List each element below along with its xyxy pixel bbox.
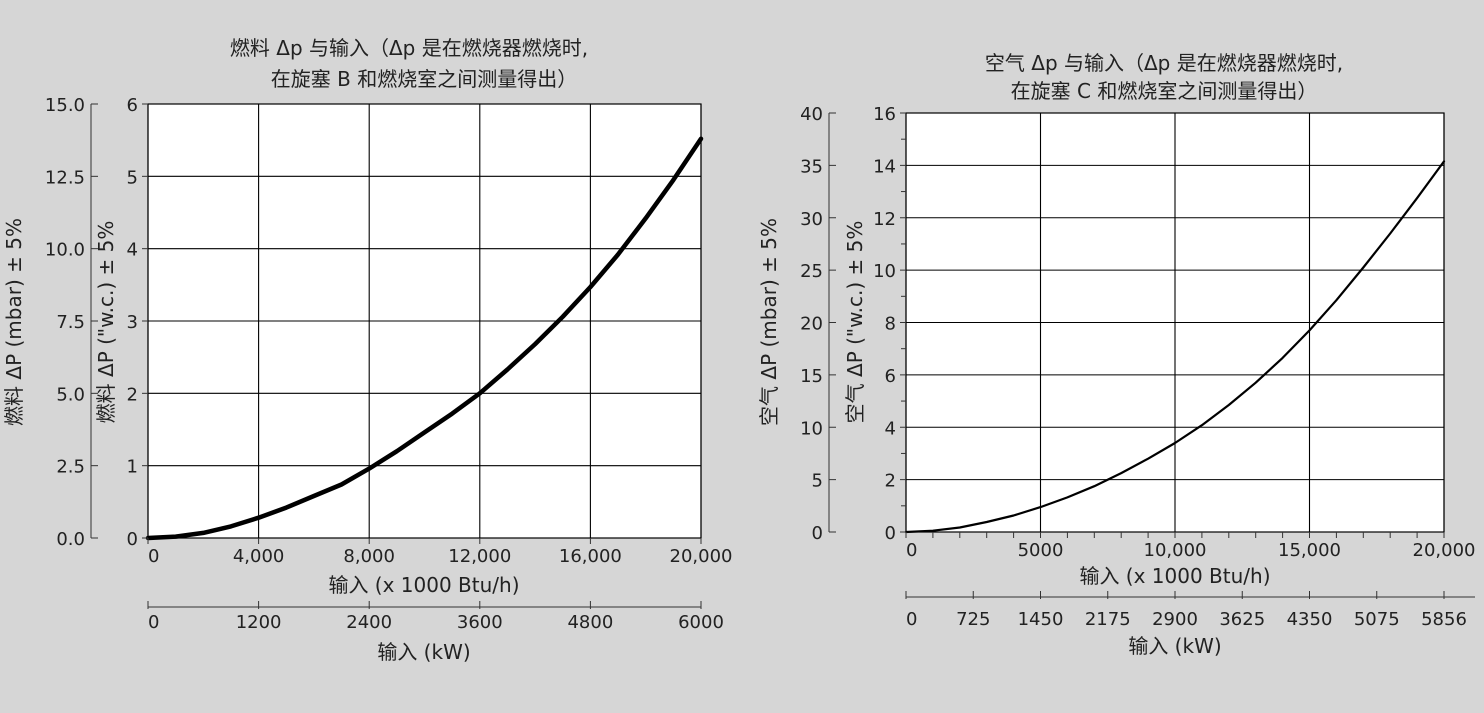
fuel-kw-tick-label: 3600 (457, 612, 503, 633)
air-chart: 空气 Δp 与输入（Δp 是在燃烧器燃烧时, 在旋塞 C 和燃烧室之间测量得出）… (757, 51, 1475, 658)
fuel-inner-tick-label: 3 (127, 312, 138, 333)
air-kw-tick-label: 5856 (1421, 609, 1467, 630)
air-inner-tick-label: 6 (885, 366, 896, 387)
fuel-kw-axis-ticks: 0 1200 2400 3600 4800 6000 (147, 601, 724, 633)
fuel-inner-tick-label: 6 (127, 95, 138, 116)
air-x-label: 输入 (x 1000 Btu/h) (1079, 564, 1270, 588)
air-kw-tick-label: 3625 (1219, 609, 1265, 630)
air-inner-tick-label: 8 (885, 314, 896, 335)
air-x-axis-ticks: 0 5000 10,000 15,000 20,000 (905, 532, 1476, 561)
fuel-y-inner-label: 燃料 ΔP ("w.c.) ± 5% (94, 221, 118, 424)
fuel-chart: 燃料 Δp 与输入（Δp 是在燃烧器燃烧时, 在旋塞 B 和燃烧室之间测量得出）… (2, 36, 732, 664)
fuel-dp-curve (145, 136, 704, 541)
fuel-x-axis-ticks: 0 4,000 8,000 12,000 16,000 20,000 (147, 538, 733, 567)
air-kw-axis-ticks: 0 725 1450 2175 2900 3625 4350 5075 5856 (905, 591, 1467, 630)
fuel-chart-title-line-2: 在旋塞 B 和燃烧室之间测量得出） (271, 67, 577, 91)
air-inner-tick-label: 0 (885, 523, 896, 544)
fuel-x-tick-label: 16,000 (559, 546, 622, 567)
air-kw-tick-label: 0 (906, 609, 917, 630)
air-x-tick-label: 10,000 (1144, 540, 1207, 561)
air-left-tick-label: 40 (800, 104, 823, 125)
fuel-left-tick-label: 10.0 (45, 240, 85, 261)
air-left-tick-label: 35 (800, 156, 823, 177)
fuel-left-tick-label: 7.5 (56, 312, 85, 333)
fuel-kw-tick-label: 1200 (236, 612, 282, 633)
fuel-kw-tick-label: 2400 (346, 612, 392, 633)
air-inner-tick-label: 12 (873, 209, 896, 230)
air-x-tick-label: 15,000 (1278, 540, 1341, 561)
air-y-left-label: 空气 ΔP (mbar) ± 5% (757, 218, 781, 426)
fuel-chart-title-line-1: 燃料 Δp 与输入（Δp 是在燃烧器燃烧时, (230, 36, 588, 60)
air-left-tick-label: 30 (800, 209, 823, 230)
air-inner-tick-label: 14 (873, 156, 896, 177)
fuel-inner-tick-label: 5 (127, 167, 138, 188)
air-left-axis-ticks: 0 5 10 15 20 25 30 35 40 (800, 104, 836, 544)
air-inner-tick-label: 10 (873, 261, 896, 282)
air-left-tick-label: 25 (800, 261, 823, 282)
fuel-kw-tick-label: 4800 (567, 612, 613, 633)
air-x-tick-label: 5000 (1018, 540, 1064, 561)
air-dp-curve (904, 160, 1446, 534)
air-inner-tick-label: 16 (873, 104, 896, 125)
fuel-kw-tick-label: 0 (148, 612, 159, 633)
fuel-inner-tick-label: 4 (127, 240, 138, 261)
air-kw-tick-label: 2900 (1152, 609, 1198, 630)
air-inner-tick-label: 4 (885, 418, 896, 439)
fuel-inner-axis-ticks: 0 1 2 3 4 5 6 (127, 95, 148, 550)
air-kw-tick-label: 2175 (1085, 609, 1131, 630)
air-inner-axis-ticks: 0 2 4 6 8 10 12 14 16 (873, 104, 906, 544)
fuel-x-tick-label: 0 (148, 546, 159, 567)
fuel-kw-tick-label: 6000 (678, 612, 724, 633)
fuel-x-tick-label: 4,000 (233, 546, 285, 567)
fuel-kw-axis-label: 输入 (kW) (377, 640, 470, 664)
fuel-left-tick-label: 0.0 (56, 529, 85, 550)
air-x-tick-label: 20,000 (1413, 540, 1476, 561)
fuel-left-tick-label: 2.5 (56, 457, 85, 478)
fuel-x-tick-label: 12,000 (448, 546, 511, 567)
air-kw-tick-label: 1450 (1018, 609, 1064, 630)
fuel-inner-tick-label: 2 (127, 384, 138, 405)
air-kw-tick-label: 725 (956, 609, 990, 630)
fuel-inner-tick-label: 1 (127, 457, 138, 478)
air-left-tick-label: 0 (812, 523, 823, 544)
air-left-tick-label: 15 (800, 366, 823, 387)
air-left-tick-label: 10 (800, 418, 823, 439)
fuel-x-label: 输入 (x 1000 Btu/h) (328, 573, 519, 597)
fuel-left-axis-ticks: 0.0 2.5 5.0 7.5 10.0 12.5 15.0 (45, 95, 98, 550)
fuel-y-left-label: 燃料 ΔP (mbar) ± 5% (2, 218, 26, 426)
air-left-tick-label: 20 (800, 314, 823, 335)
air-x-tick-label: 0 (906, 540, 917, 561)
fuel-left-tick-label: 5.0 (56, 384, 85, 405)
fuel-left-tick-label: 15.0 (45, 95, 85, 116)
air-chart-title-line-2: 在旋塞 C 和燃烧室之间测量得出） (1011, 79, 1318, 103)
air-kw-tick-label: 5075 (1354, 609, 1400, 630)
air-y-inner-label: 空气 ΔP ("w.c.) ± 5% (843, 221, 867, 424)
air-kw-axis-label: 输入 (kW) (1128, 634, 1221, 658)
air-chart-title-line-1: 空气 Δp 与输入（Δp 是在燃烧器燃烧时, (985, 51, 1343, 75)
air-left-tick-label: 5 (812, 471, 823, 492)
air-kw-tick-label: 4350 (1287, 609, 1333, 630)
fuel-x-tick-label: 20,000 (670, 546, 733, 567)
air-inner-tick-label: 2 (885, 471, 896, 492)
fuel-inner-tick-label: 0 (127, 529, 138, 550)
fuel-x-tick-label: 8,000 (343, 546, 395, 567)
fuel-left-tick-label: 12.5 (45, 167, 85, 188)
